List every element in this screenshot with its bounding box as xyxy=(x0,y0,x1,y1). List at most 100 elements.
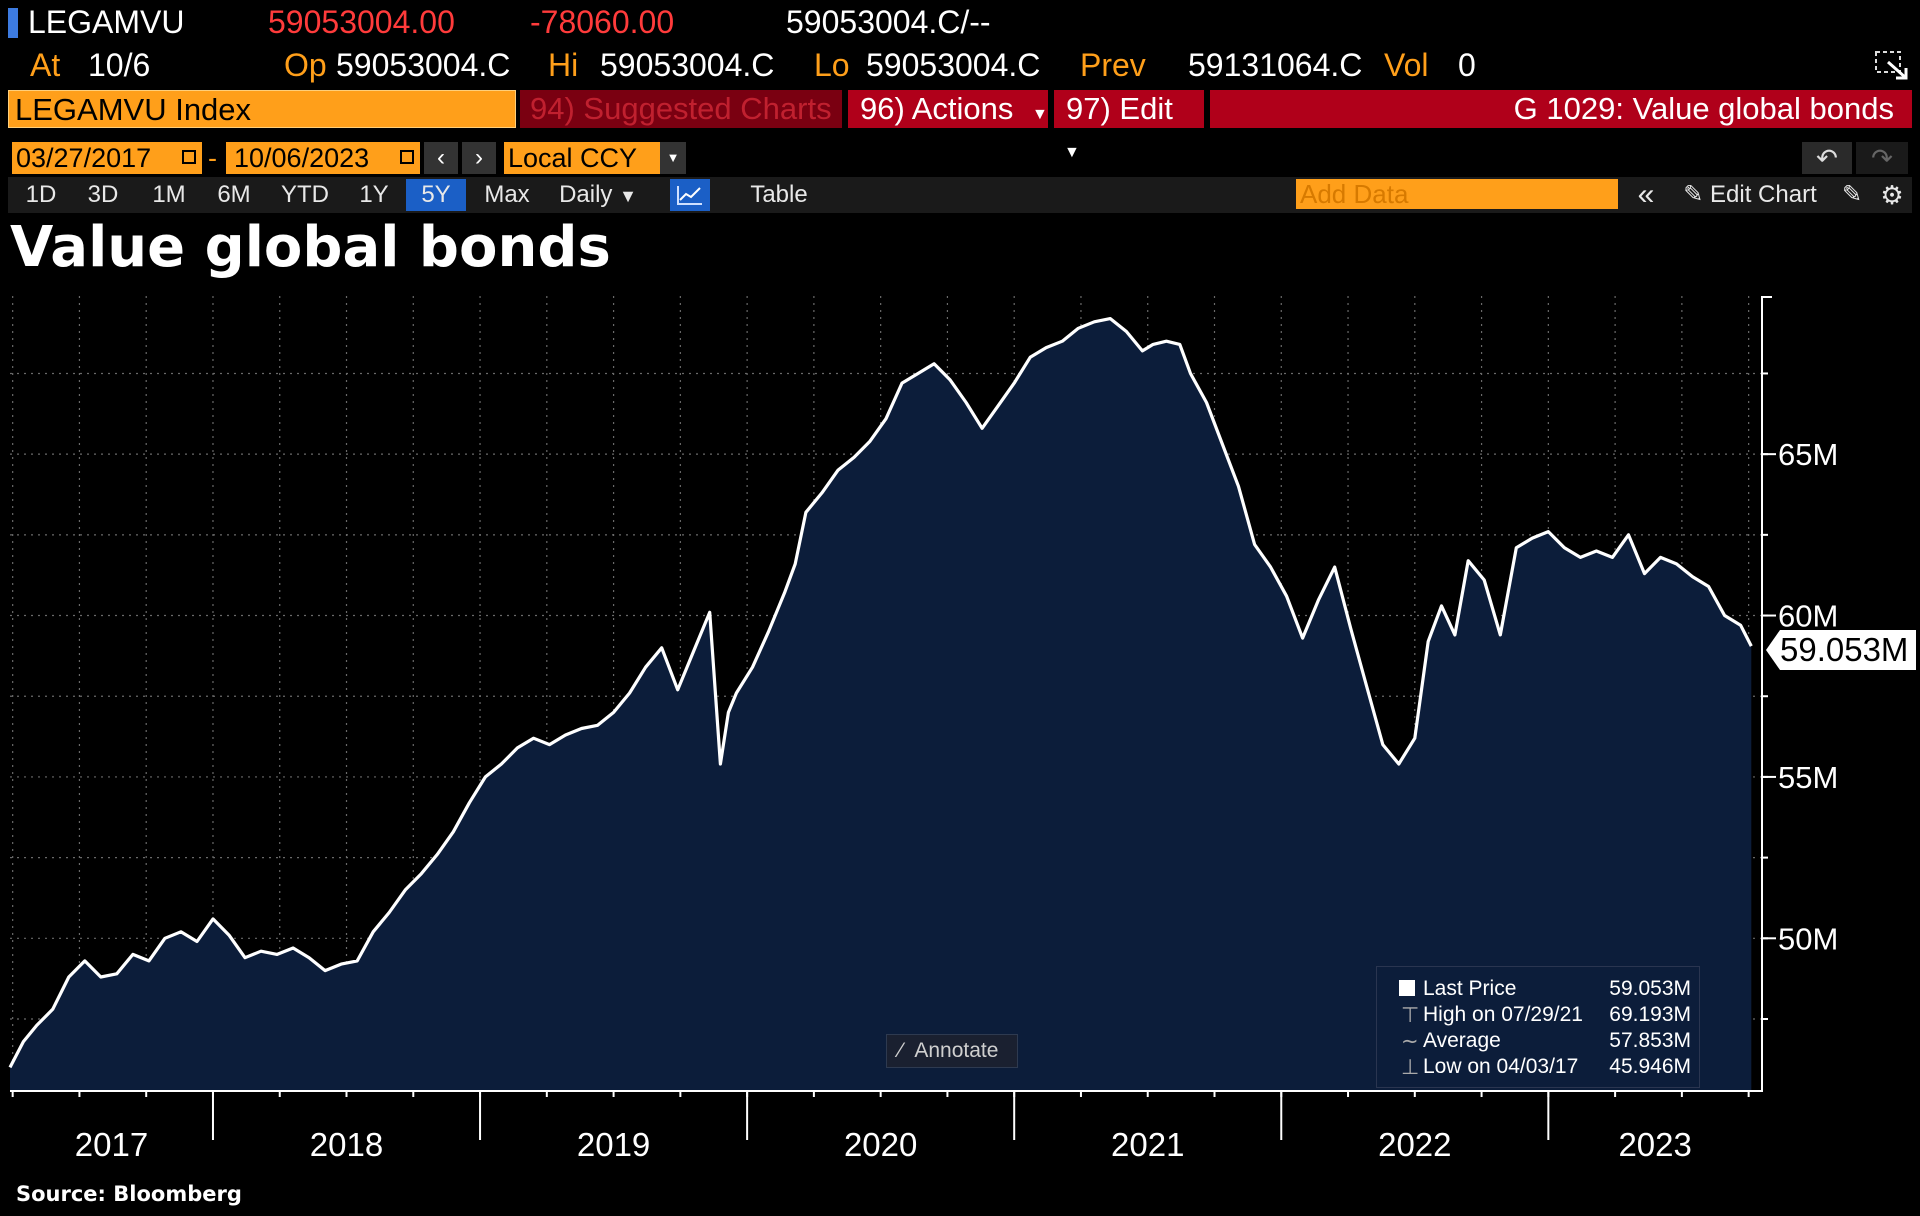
range-1m[interactable]: 1M xyxy=(152,181,186,208)
legend-row: ⊥ Low on 04/03/17 45.946M xyxy=(1401,1055,1691,1079)
expand-icon[interactable] xyxy=(1874,50,1910,82)
chart-view-button[interactable] xyxy=(670,179,710,211)
actions-label: 96) Actions xyxy=(860,91,1014,126)
suggested-charts-button[interactable]: 94) Suggested Charts xyxy=(520,90,842,128)
edit-button[interactable]: 97) Edit ▼ xyxy=(1054,90,1204,161)
chevron-right-icon: › xyxy=(475,144,483,171)
add-data-placeholder: Add Data xyxy=(1300,179,1409,209)
range-1y[interactable]: 1Y xyxy=(359,181,389,208)
chart-title: Value global bonds xyxy=(10,215,611,280)
ticker-marker xyxy=(8,8,18,38)
y-tick-label: 50M xyxy=(1778,921,1838,956)
volume-value: 0 xyxy=(1458,47,1476,83)
last-price: 59053004.00 xyxy=(268,4,455,40)
range-max[interactable]: Max xyxy=(484,181,530,208)
chart-settings-button[interactable]: ✎ xyxy=(1834,179,1870,211)
dropdown-icon: ▼ xyxy=(1032,106,1048,123)
page-title: G 1029: Value global bonds xyxy=(1513,91,1894,126)
prev-value: 59131064.C xyxy=(1188,47,1363,83)
dropdown-icon: ▼ xyxy=(619,186,637,206)
prev-label: Prev xyxy=(1080,47,1146,83)
end-date: 10/06/2023 xyxy=(234,143,370,173)
legend-row: Last Price 59.053M xyxy=(1399,977,1691,1001)
legend-value: 59.053M xyxy=(1609,977,1691,1000)
source-note: Source: Bloomberg xyxy=(16,1182,242,1206)
add-data-input[interactable]: Add Data xyxy=(1296,179,1618,209)
range-ytd[interactable]: YTD xyxy=(281,181,329,208)
last-price-tag-value: 59.053M xyxy=(1780,631,1909,668)
gear-icon: ⚙ xyxy=(1880,180,1904,210)
start-date-field[interactable]: 03/27/2017 xyxy=(12,142,202,174)
prev-period-button[interactable]: ‹ xyxy=(424,142,458,174)
currency-select[interactable]: Local CCY ▼ xyxy=(504,142,686,174)
redo-button[interactable]: ↷ xyxy=(1856,142,1908,174)
range-3d[interactable]: 3D xyxy=(87,181,119,208)
average-marker-icon: ∼ xyxy=(1401,1030,1419,1053)
high-value: 59053004.C xyxy=(600,47,775,83)
next-period-button[interactable]: › xyxy=(462,142,496,174)
legend-swatch xyxy=(1399,980,1415,996)
settings-button[interactable]: ⚙ xyxy=(1874,179,1910,211)
net-change: -78060.00 xyxy=(530,4,675,40)
at-date: 10/6 xyxy=(88,47,151,83)
end-date-field[interactable]: 10/06/2023 xyxy=(226,142,420,174)
low-label: Lo xyxy=(814,47,850,83)
range-1d[interactable]: 1D xyxy=(25,181,57,208)
suggested-charts-label: 94) Suggested Charts xyxy=(530,91,832,126)
edit-chart-button[interactable]: ✎ Edit Chart xyxy=(1672,179,1828,211)
undo-button[interactable]: ↶ xyxy=(1802,142,1852,174)
annotate-button[interactable]: ∕ Annotate xyxy=(886,1034,1018,1068)
x-tick-label: 2019 xyxy=(577,1126,650,1163)
x-tick-label: 2018 xyxy=(310,1126,383,1163)
page-title-bar: G 1029: Value global bonds xyxy=(1210,90,1912,128)
legend-label: High on 07/29/21 xyxy=(1423,1003,1583,1026)
start-date: 03/27/2017 xyxy=(16,143,152,173)
actions-button[interactable]: 96) Actions ▼ xyxy=(848,90,1048,128)
security-field[interactable]: LEGAMVU Index xyxy=(8,90,516,128)
range-6m[interactable]: 6M xyxy=(217,181,251,208)
pencil-icon: ✎ xyxy=(1841,181,1863,208)
legend-label: Last Price xyxy=(1423,977,1517,1000)
y-tick-label: 60M xyxy=(1778,599,1838,634)
table-view-button[interactable]: Table xyxy=(750,181,808,208)
legend-label: Average xyxy=(1423,1029,1501,1052)
open-label: Op xyxy=(284,47,327,83)
y-tick-label: 65M xyxy=(1778,437,1838,472)
open-value: 59053004.C xyxy=(336,47,511,83)
edit-chart-label: Edit Chart xyxy=(1710,181,1817,208)
frequency-select[interactable]: Daily ▼ xyxy=(548,179,648,211)
security-name: LEGAMVU Index xyxy=(15,92,252,127)
bid-ask: 59053004.C/-- xyxy=(786,4,991,40)
collapse-icon: « xyxy=(1637,178,1655,211)
collapse-button[interactable]: « xyxy=(1628,179,1664,211)
ticker: LEGAMVU xyxy=(28,4,185,40)
x-tick-label: 2020 xyxy=(844,1126,917,1163)
currency-value: Local CCY xyxy=(508,143,638,173)
pencil-icon: ✎ xyxy=(1683,181,1704,208)
x-tick-label: 2023 xyxy=(1618,1126,1691,1163)
chevron-left-icon: ‹ xyxy=(437,144,445,171)
y-tick-label: 55M xyxy=(1778,760,1838,795)
redo-icon: ↷ xyxy=(1871,143,1893,173)
chart-legend: Last Price 59.053M ⊤ High on 07/29/21 69… xyxy=(1376,966,1700,1088)
x-tick-label: 2021 xyxy=(1111,1126,1184,1163)
calendar-icon[interactable] xyxy=(400,150,414,164)
at-label: At xyxy=(30,47,61,83)
range-5y[interactable]: 5Y xyxy=(406,179,466,211)
dropdown-icon: ▼ xyxy=(1064,144,1080,161)
low-marker-icon: ⊥ xyxy=(1401,1056,1420,1079)
annotate-icon: ∕ xyxy=(899,1039,903,1062)
undo-icon: ↶ xyxy=(1816,143,1838,173)
frequency-value: Daily xyxy=(559,181,613,208)
edit-label: 97) Edit xyxy=(1066,91,1173,126)
line-chart-icon xyxy=(677,186,702,205)
calendar-icon[interactable] xyxy=(182,150,196,164)
series-line xyxy=(8,317,1753,1069)
legend-label: Low on 04/03/17 xyxy=(1423,1055,1579,1078)
legend-value: 69.193M xyxy=(1609,1003,1691,1026)
volume-label: Vol xyxy=(1384,47,1429,83)
low-value: 59053004.C xyxy=(866,47,1041,83)
legend-value: 57.853M xyxy=(1609,1029,1691,1052)
x-tick-label: 2017 xyxy=(75,1126,148,1163)
legend-row: ∼ Average 57.853M xyxy=(1401,1029,1691,1053)
